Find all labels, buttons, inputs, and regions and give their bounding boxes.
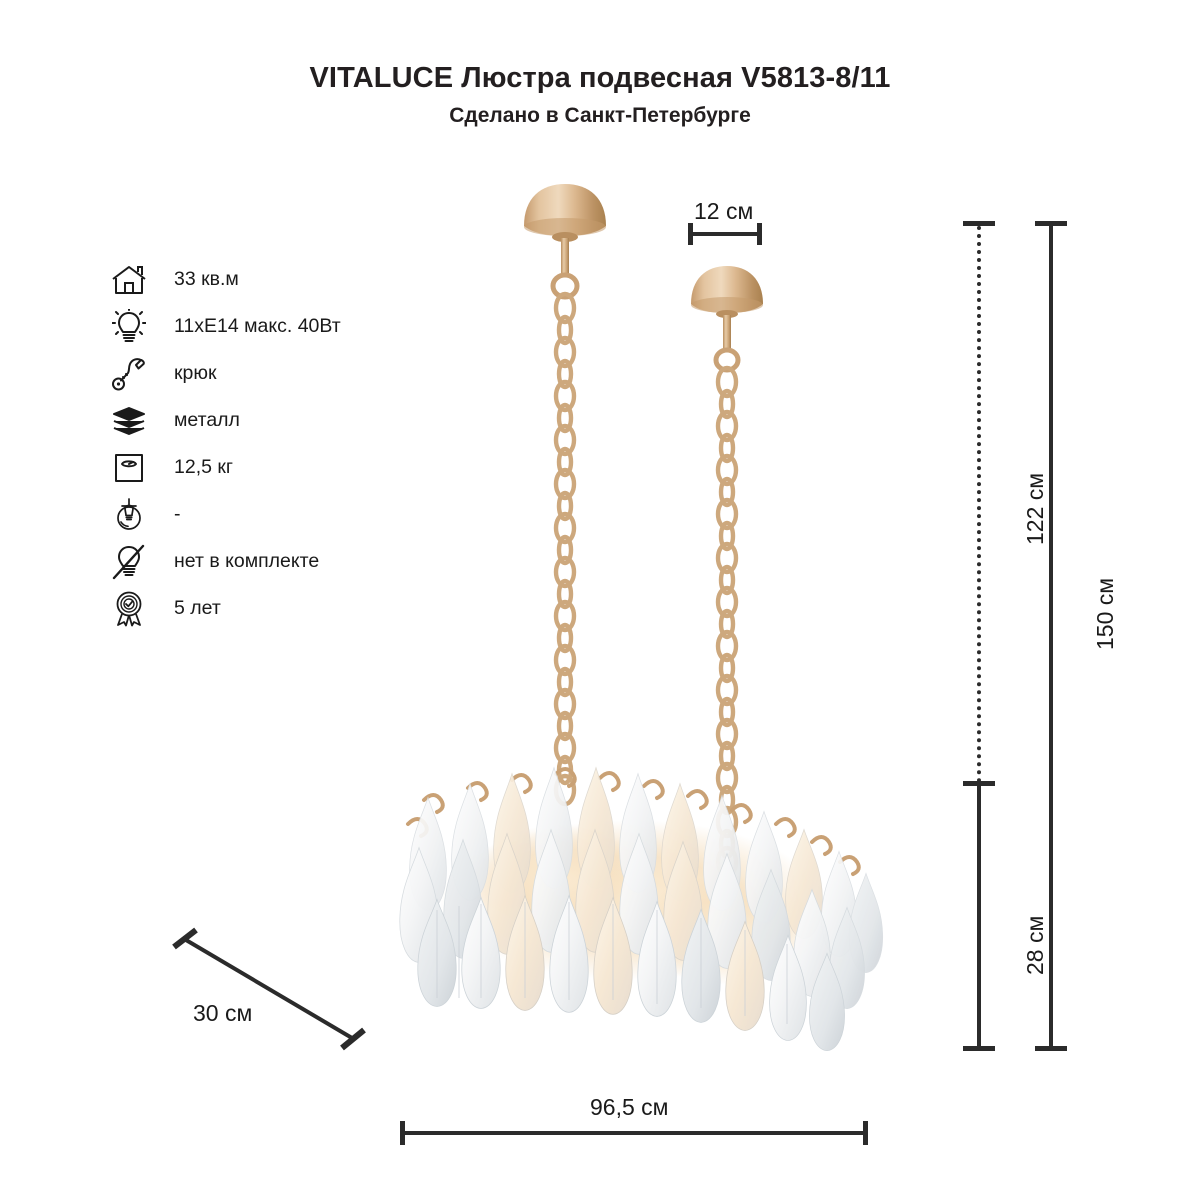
spec-label-pendant: -: [174, 503, 181, 525]
title-block: VITALUCE Люстра подвесная V5813-8/11 Сде…: [0, 62, 1200, 128]
page-title: VITALUCE Люстра подвесная V5813-8/11: [309, 62, 891, 94]
bulb-crossed-icon: [106, 540, 152, 584]
depth-label: 30 см: [193, 1000, 253, 1026]
inner-top-cap: [963, 221, 995, 226]
specifications-list: 33 кв.м 11xE14 макс. 40Вт: [106, 256, 436, 632]
spec-row-bulbs-included: нет в комплекте: [106, 538, 436, 585]
house-icon: [106, 258, 152, 302]
total-height-label: 150 см: [1092, 577, 1118, 650]
spec-row-lamps: 11xE14 макс. 40Вт: [106, 303, 436, 350]
width-cap-right: [863, 1121, 868, 1145]
chandelier-body: [399, 767, 884, 1052]
spec-row-warranty: 5 лет: [106, 585, 436, 632]
spec-label-warranty: 5 лет: [174, 597, 221, 619]
scale-icon: [106, 446, 152, 490]
spec-row-mount: крюк: [106, 350, 436, 397]
spec-row-pendant: -: [106, 491, 436, 538]
secondary-suspension: [691, 266, 763, 879]
canopy-width-label: 12 см: [694, 198, 754, 224]
depth-line-graphic: [172, 927, 366, 1051]
pendant-lamp-icon: [106, 493, 152, 537]
total-height-line: [1049, 226, 1053, 1048]
body-height-line: [977, 786, 981, 1048]
width-label: 96,5 см: [590, 1094, 669, 1120]
lightbulb-icon: [106, 305, 152, 349]
award-icon: [106, 587, 152, 631]
spec-label-weight: 12,5 кг: [174, 456, 234, 478]
width-line: [402, 1131, 866, 1135]
inner-bottom-cap: [963, 1046, 995, 1051]
wrench-icon: [106, 352, 152, 396]
width-cap-left: [400, 1121, 405, 1145]
suspension-height-label: 122 см: [1022, 472, 1048, 545]
page-subtitle: Сделано в Санкт-Петербурге: [449, 104, 751, 128]
canopy-width-line: [690, 232, 760, 236]
total-bottom-cap: [1035, 1046, 1067, 1051]
inner-mid-cap: [963, 781, 995, 786]
spec-label-mount: крюк: [174, 362, 217, 384]
spec-label-bulbs-included: нет в комплекте: [174, 550, 320, 572]
spec-label-lamps: 11xE14 макс. 40Вт: [174, 315, 341, 337]
layers-icon: [106, 399, 152, 443]
spec-row-area: 33 кв.м: [106, 256, 436, 303]
primary-suspension: [524, 184, 606, 807]
spec-label-area: 33 кв.м: [174, 268, 239, 290]
spec-label-material: металл: [174, 409, 240, 431]
total-top-cap: [1035, 221, 1067, 226]
spec-row-material: металл: [106, 397, 436, 444]
spec-row-weight: 12,5 кг: [106, 444, 436, 491]
suspension-dotted-line: [977, 226, 981, 783]
body-height-label: 28 см: [1022, 915, 1048, 975]
canopy-width-cap-left: [688, 223, 693, 245]
canopy-width-cap-right: [757, 223, 762, 245]
